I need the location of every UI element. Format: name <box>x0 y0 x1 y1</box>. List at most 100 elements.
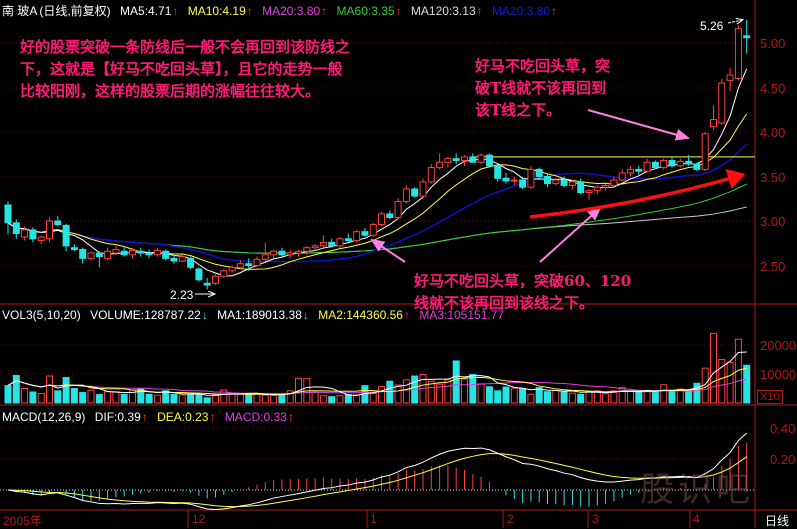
candle-body <box>701 133 709 170</box>
pink-arrow-icon <box>539 206 602 263</box>
candle <box>444 156 452 168</box>
candle <box>245 258 253 271</box>
candle-body <box>676 160 684 167</box>
volume-bar <box>502 386 510 404</box>
candle-body <box>311 245 319 249</box>
candle <box>170 254 178 264</box>
volume-bar <box>178 394 186 404</box>
volume-bar <box>120 393 128 404</box>
candle <box>129 247 136 259</box>
candle-body <box>29 229 37 240</box>
macd-header: MACD(12,26,9) DIF:0.39↑ DEA:0.23↑ MACD:0… <box>2 410 300 424</box>
volume-bar <box>153 394 161 404</box>
candle <box>510 176 518 186</box>
candle-body <box>411 188 419 197</box>
candle-body <box>278 250 286 256</box>
candle-body <box>436 161 444 169</box>
volume-bar <box>635 391 643 404</box>
volume-bar <box>544 391 551 404</box>
volume-bar <box>676 388 684 404</box>
candle-body <box>427 167 435 183</box>
candle-body <box>203 282 211 286</box>
candle-body <box>710 119 717 128</box>
t-line-annotation: 好马不吃回头草，突 破T线就不该再回到 该T线之下。 <box>475 55 610 121</box>
volume-value: VOLUME:128787.22↓ <box>90 308 208 322</box>
candle <box>602 183 610 191</box>
volume-ma1-line <box>7 351 747 397</box>
volume-bar <box>685 390 693 404</box>
candle <box>344 233 352 243</box>
volume-bar <box>21 388 29 404</box>
volume-bar <box>552 390 560 404</box>
volume-ma3: MA3:105151.77 <box>419 308 505 322</box>
annotation-line: 该T线之下。 <box>475 101 562 119</box>
volume-ma1: MA1:189013.38↓ <box>217 308 309 322</box>
candle-body <box>187 257 195 268</box>
candle <box>212 274 219 286</box>
volume-ma2-line <box>7 367 747 395</box>
candle <box>676 158 684 168</box>
candle-body <box>651 161 659 169</box>
volume-bar <box>220 389 228 404</box>
volume-ma2: MA2:144360.56↑ <box>318 308 410 322</box>
volume-bar <box>427 380 435 404</box>
candle <box>685 155 693 166</box>
volume-bar <box>378 385 385 404</box>
candle-body <box>95 252 103 258</box>
volume-bar <box>643 390 651 404</box>
macd-tick: 0.40 <box>770 421 796 436</box>
period-selector[interactable]: 日线 <box>765 514 790 528</box>
candle-body <box>585 190 593 194</box>
volume-bar <box>710 332 717 404</box>
watermark: 股识吧 <box>640 470 754 510</box>
candle-body <box>577 181 585 194</box>
volume-bar <box>369 392 377 404</box>
candle <box>4 201 12 235</box>
price-tick: 3.50 <box>760 170 786 185</box>
candle-body <box>62 224 70 247</box>
candle-body <box>236 263 244 268</box>
candle-body <box>70 247 78 250</box>
volume-bar <box>261 394 269 404</box>
candle <box>402 185 410 204</box>
annotation-line: 好的股票突破一条防线后一般不会再回到该防线之 <box>20 38 351 56</box>
candle-body <box>510 179 518 182</box>
candle <box>369 222 377 238</box>
candle <box>544 172 551 188</box>
candle <box>726 67 734 92</box>
volume-bar <box>527 393 535 404</box>
volume-bar <box>651 392 659 404</box>
volume-bar <box>336 395 344 404</box>
low-price-label: 2.23 <box>170 288 194 302</box>
volume-bar <box>734 338 742 404</box>
candle-body <box>120 250 128 256</box>
annotation-line: 下，这就是【好马不吃回头草】，且它的走势一般 <box>20 60 343 78</box>
candle-body <box>469 156 477 163</box>
candle-body <box>145 252 153 256</box>
candle-body <box>361 231 369 236</box>
candle <box>610 176 618 188</box>
candle-body <box>693 163 701 170</box>
candle-body <box>402 188 410 202</box>
dif-value: DIF:0.39↑ <box>94 410 148 424</box>
candle <box>328 238 336 248</box>
candle-body <box>129 249 136 256</box>
volume-bar <box>485 386 493 404</box>
candle-body <box>519 179 527 188</box>
macd-value: MACD:0.33↑ <box>224 410 294 424</box>
volume-bar <box>162 390 170 404</box>
volume-bar <box>627 390 634 404</box>
candle-body <box>461 156 468 161</box>
candle <box>112 245 120 255</box>
volume-tick: 10000 <box>760 367 797 382</box>
volume-bar <box>394 384 402 404</box>
candle-body <box>153 249 161 256</box>
candle-body <box>228 266 236 272</box>
price-tick: 2.50 <box>760 259 786 274</box>
candle <box>220 269 228 278</box>
candle-body <box>444 158 452 163</box>
candle <box>477 153 485 165</box>
volume-bar <box>585 390 593 404</box>
candle <box>162 249 170 261</box>
